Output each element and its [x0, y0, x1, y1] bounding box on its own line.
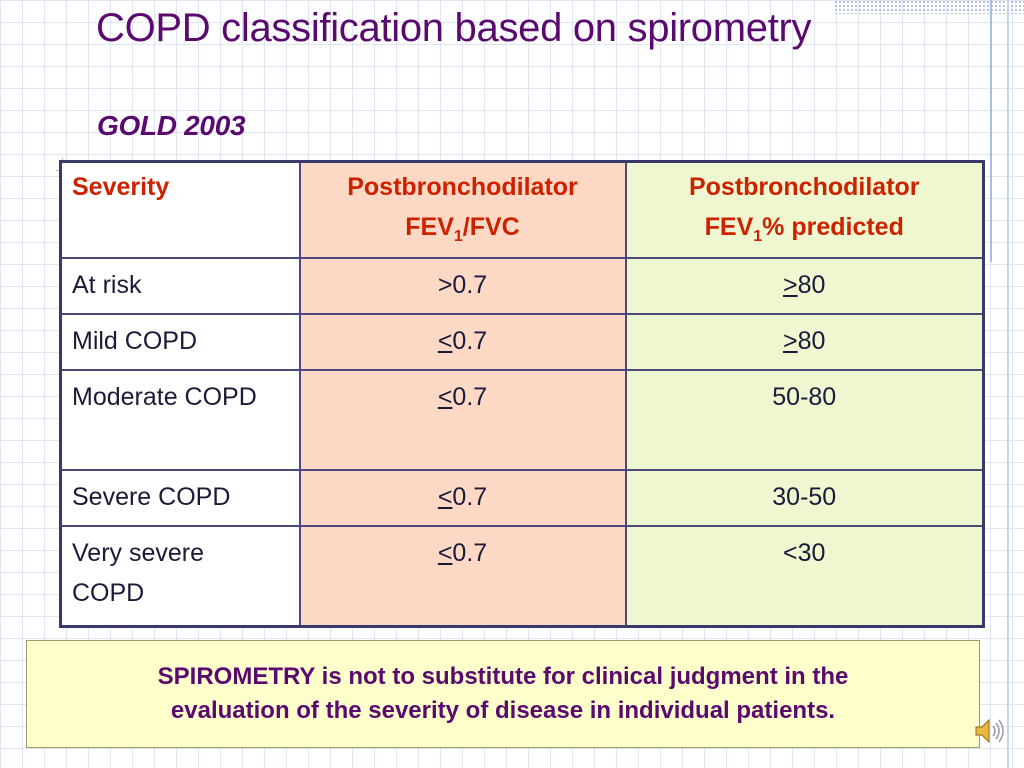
- fev1-predicted-value: <30: [783, 539, 826, 567]
- fev1-fvc-cell: <0.7: [298, 313, 627, 371]
- fev1-fvc-value: 0.7: [452, 327, 488, 355]
- fev1-predicted-cell: 30-50: [624, 469, 985, 527]
- fev1-fvc-cell: >0.7: [298, 257, 627, 315]
- decorative-line: [1007, 0, 1009, 768]
- fev1-fvc-value: 0.7: [452, 383, 488, 411]
- slide-title: COPD classification based on spirometry: [96, 6, 812, 50]
- table-header-row: Severity Postbronchodilator FEV1/FVC Pos…: [59, 160, 985, 259]
- table-row: At risk >0.7 >80: [59, 257, 985, 315]
- header-fev1-predicted-subscript: 1: [753, 228, 763, 245]
- header-fev1-fvc-line1: Postbronchodilator: [347, 173, 578, 201]
- fev1-fvc-cell: <0.7: [298, 369, 627, 471]
- severity-cell: Very severe COPD: [59, 525, 301, 628]
- speaker-icon[interactable]: [972, 714, 1006, 748]
- header-fev1-predicted-line2-post: % predicted: [762, 213, 904, 241]
- header-fev1-predicted-line2-pre: FEV: [704, 213, 754, 241]
- disclaimer-text: SPIROMETRY is not to substitute for clin…: [53, 660, 953, 728]
- disclaimer-line1: SPIROMETRY is not to substitute for clin…: [157, 663, 849, 690]
- fev1-fvc-cell: <0.7: [298, 469, 627, 527]
- severity-cell: At risk: [59, 257, 301, 315]
- header-fev1-fvc-subscript: 1: [453, 228, 463, 245]
- fev1-predicted-cell: >80: [624, 313, 985, 371]
- fev1-predicted-symbol: >: [783, 271, 798, 299]
- fev1-fvc-value: 0.7: [452, 539, 488, 567]
- fev1-predicted-value: 50-80: [772, 383, 837, 411]
- fev1-predicted-cell: 50-80: [624, 369, 985, 471]
- table-row: Very severe COPD <0.7 <30: [59, 525, 985, 628]
- decorative-line: [990, 0, 992, 262]
- fev1-predicted-value: 30-50: [772, 483, 837, 511]
- fev1-fvc-symbol: <: [437, 539, 453, 567]
- classification-table: Severity Postbronchodilator FEV1/FVC Pos…: [59, 160, 985, 628]
- severity-cell: Mild COPD: [59, 313, 301, 371]
- severity-line1: Very severe: [72, 539, 205, 567]
- severity-cell: Moderate COPD: [59, 369, 301, 471]
- fev1-fvc-symbol: <: [437, 383, 453, 411]
- header-severity: Severity: [59, 160, 301, 259]
- fev1-predicted-cell: <30: [624, 525, 985, 628]
- fev1-fvc-symbol: <: [437, 327, 453, 355]
- severity-cell: Severe COPD: [59, 469, 301, 527]
- header-fev1-fvc-line2-pre: FEV: [405, 213, 454, 241]
- slide-subtitle: GOLD 2003: [97, 110, 246, 141]
- decorative-pattern: [834, 0, 1024, 14]
- table-row: Severe COPD <0.7 30-50: [59, 469, 985, 527]
- header-fev1-fvc: Postbronchodilator FEV1/FVC: [298, 160, 627, 259]
- fev1-fvc-value: 0.7: [452, 483, 488, 511]
- fev1-fvc-cell: <0.7: [298, 525, 627, 628]
- header-fev1-predicted-line1: Postbronchodilator: [688, 173, 920, 201]
- fev1-predicted-value: 80: [797, 327, 826, 355]
- disclaimer-line2: evaluation of the severity of disease in…: [170, 697, 836, 724]
- table-row: Mild COPD <0.7 >80: [59, 313, 985, 371]
- fev1-predicted-cell: >80: [624, 257, 985, 315]
- table-row: Moderate COPD <0.7 50-80: [59, 369, 985, 471]
- severity-line2: COPD: [72, 579, 145, 607]
- fev1-predicted-value: 80: [797, 271, 826, 299]
- fev1-fvc-symbol: <: [437, 483, 453, 511]
- disclaimer-box: SPIROMETRY is not to substitute for clin…: [26, 640, 980, 748]
- fev1-fvc-value: >0.7: [437, 271, 488, 299]
- fev1-predicted-symbol: >: [783, 327, 798, 355]
- header-fev1-predicted: Postbronchodilator FEV1% predicted: [624, 160, 985, 259]
- header-fev1-fvc-line2-post: /FVC: [462, 213, 520, 241]
